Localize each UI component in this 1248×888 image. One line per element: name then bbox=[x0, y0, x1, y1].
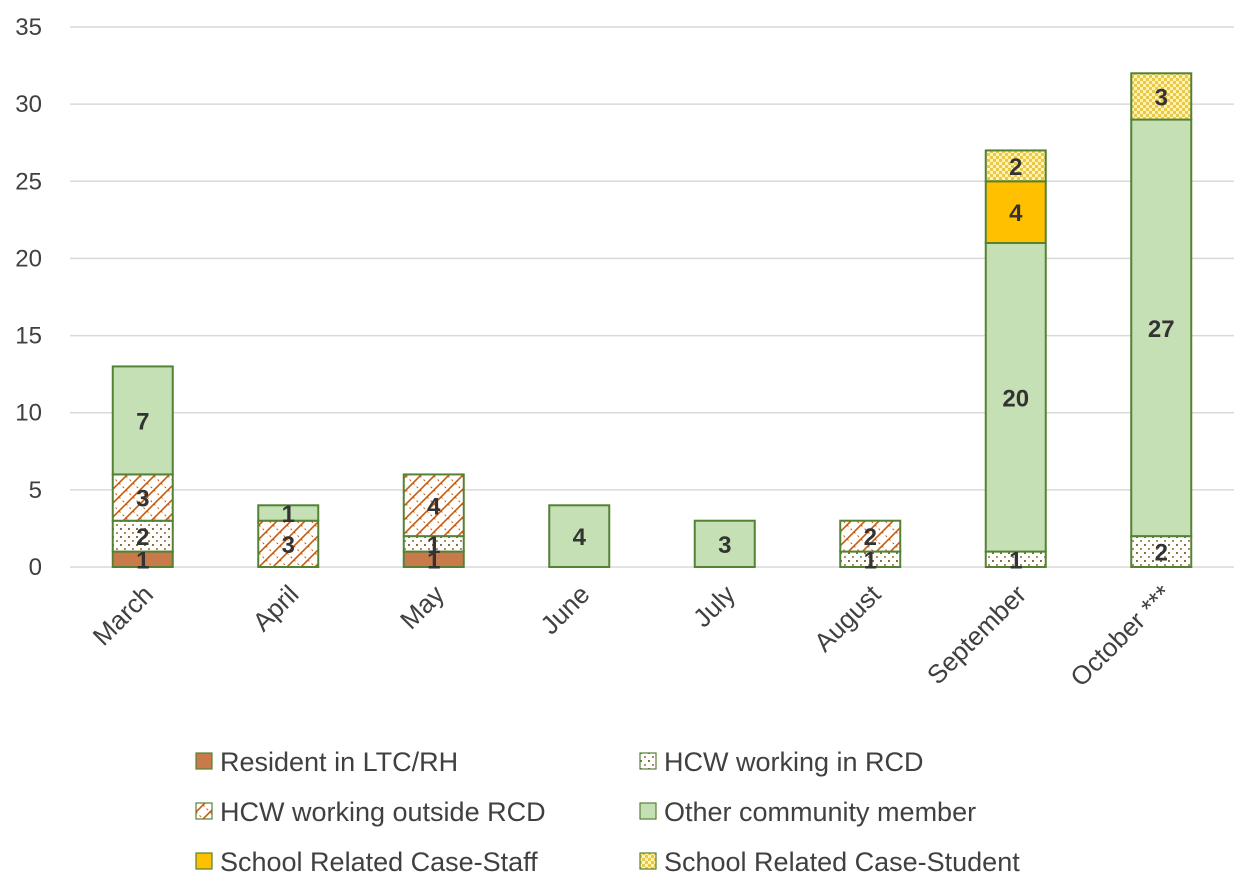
legend-swatch bbox=[639, 852, 657, 870]
bar-segment bbox=[984, 242, 1047, 553]
x-category-label: March bbox=[87, 579, 159, 651]
data-label: 1 bbox=[427, 532, 440, 559]
legend-item: HCW working outside RCD bbox=[195, 797, 546, 827]
data-label: 2 bbox=[1155, 540, 1168, 567]
x-category-label: October *** bbox=[1064, 579, 1177, 692]
data-label: 1 bbox=[282, 501, 295, 528]
data-label: 2 bbox=[864, 524, 877, 551]
bar-segment bbox=[111, 473, 174, 522]
data-label: 3 bbox=[136, 486, 149, 513]
x-category-label: August bbox=[808, 578, 887, 657]
data-label: 1 bbox=[1009, 547, 1022, 574]
bar-segment bbox=[402, 473, 465, 538]
bar-segment bbox=[257, 504, 320, 522]
legend-label: Resident in LTC/RH bbox=[220, 747, 458, 777]
legend-swatch bbox=[639, 802, 657, 820]
legend-item: Other community member bbox=[639, 797, 976, 827]
data-label: 1 bbox=[427, 547, 440, 574]
bars bbox=[111, 72, 1193, 569]
bar-segment bbox=[257, 519, 320, 569]
data-label: 1 bbox=[864, 547, 877, 574]
data-label: 1 bbox=[136, 547, 149, 574]
x-category-label: September bbox=[921, 579, 1032, 690]
legend-label: School Related Case-Student bbox=[664, 847, 1020, 877]
y-tick-label: 0 bbox=[29, 554, 42, 581]
data-label: 27 bbox=[1148, 316, 1175, 343]
legend-item: HCW working in RCD bbox=[639, 747, 924, 777]
bar-segment bbox=[693, 519, 756, 569]
data-label: 3 bbox=[1155, 84, 1168, 111]
legend-item: School Related Case-Student bbox=[639, 847, 1020, 877]
legend-label: Other community member bbox=[664, 797, 976, 827]
bar-stack bbox=[402, 473, 465, 568]
x-category-label: June bbox=[534, 579, 595, 640]
x-category-label: April bbox=[246, 579, 304, 637]
legend-item: Resident in LTC/RH bbox=[195, 747, 458, 777]
data-label: 7 bbox=[136, 408, 149, 435]
bar-segment bbox=[1130, 72, 1193, 121]
legend-swatch bbox=[195, 802, 213, 820]
bar-stack bbox=[839, 519, 902, 568]
y-tick-label: 35 bbox=[15, 14, 42, 41]
bar-segment bbox=[984, 180, 1047, 245]
bar-segment bbox=[111, 519, 174, 553]
bar-segment bbox=[839, 519, 902, 553]
legend-swatch bbox=[195, 852, 213, 870]
y-tick-label: 15 bbox=[15, 323, 42, 350]
y-tick-label: 20 bbox=[15, 245, 42, 272]
bar-stack bbox=[111, 365, 174, 568]
data-label: 3 bbox=[718, 532, 731, 559]
legend-label: HCW working in RCD bbox=[664, 747, 924, 777]
x-category-label: July bbox=[687, 579, 741, 633]
data-label: 4 bbox=[1009, 200, 1023, 227]
gridlines bbox=[70, 26, 1234, 568]
y-axis-tick-labels: 0 5 10 15 20 25 30 35 bbox=[15, 14, 42, 581]
legend: Resident in LTC/RH HCW working in RCD HCW … bbox=[195, 747, 1020, 877]
legend-item: School Related Case-Staff bbox=[195, 847, 538, 877]
bar-stack bbox=[1130, 72, 1193, 569]
bar-stack bbox=[257, 504, 320, 569]
bar-segment bbox=[984, 149, 1047, 183]
x-axis-category-labels: March April May June July August September Octo… bbox=[87, 578, 1178, 692]
data-label: 4 bbox=[573, 524, 587, 551]
legend-label: HCW working outside RCD bbox=[220, 797, 546, 827]
bar-stack bbox=[548, 504, 611, 568]
legend-label: School Related Case-Staff bbox=[220, 847, 538, 877]
data-label: 2 bbox=[136, 524, 149, 551]
bar-segment bbox=[548, 504, 611, 568]
bar-stack bbox=[693, 519, 756, 569]
data-label: 20 bbox=[1002, 385, 1029, 412]
data-label: 4 bbox=[427, 493, 441, 520]
data-label: 3 bbox=[282, 532, 295, 559]
legend-swatch bbox=[639, 752, 657, 770]
y-tick-label: 5 bbox=[29, 477, 42, 504]
legend-swatch bbox=[195, 752, 213, 770]
x-category-label: May bbox=[394, 579, 450, 635]
y-tick-label: 30 bbox=[15, 91, 42, 118]
bar-segment bbox=[111, 365, 174, 476]
y-tick-label: 10 bbox=[15, 400, 42, 427]
bar-segment bbox=[1130, 535, 1193, 569]
bar-segment bbox=[1130, 118, 1193, 538]
y-tick-label: 25 bbox=[15, 168, 42, 195]
data-label: 2 bbox=[1009, 154, 1022, 181]
bar-stack bbox=[984, 149, 1047, 568]
